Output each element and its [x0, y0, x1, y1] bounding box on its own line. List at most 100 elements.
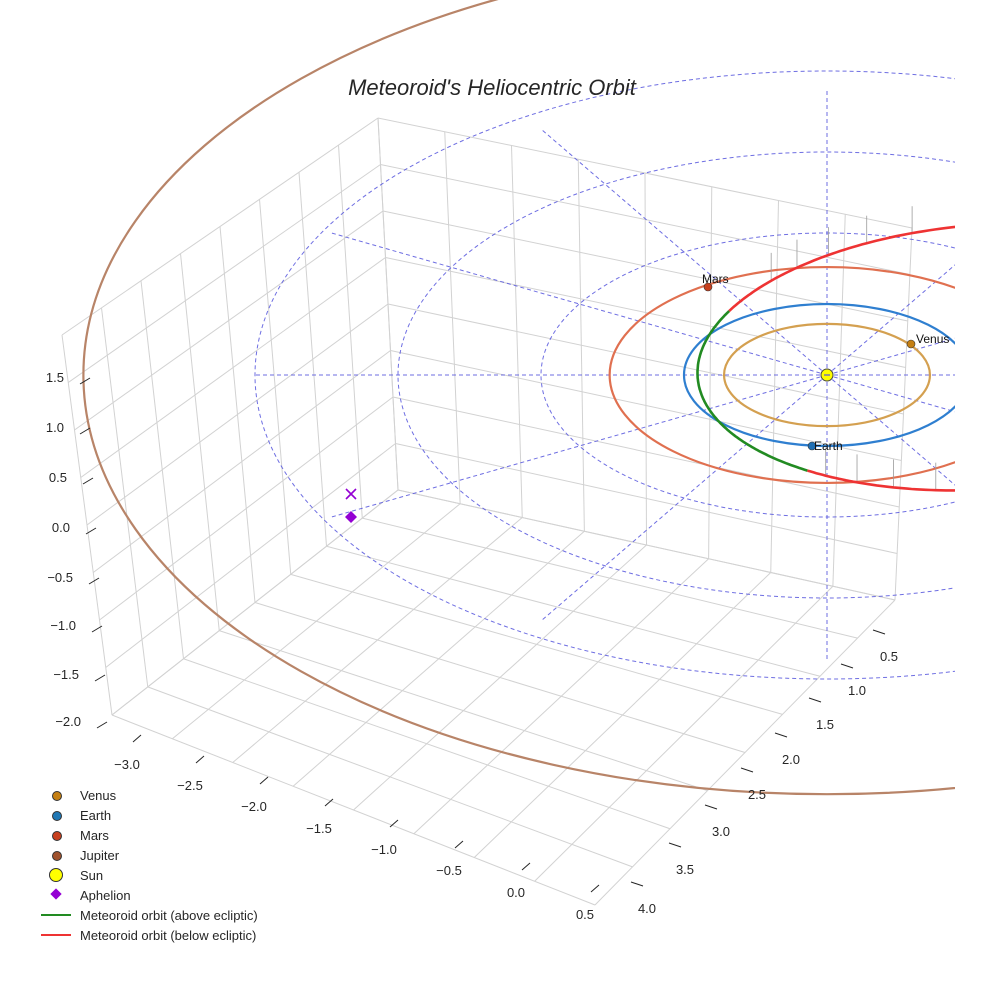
legend-diamond-icon — [38, 885, 78, 905]
back-wall-hline — [390, 350, 902, 461]
polar-spoke — [331, 374, 828, 518]
floor-line-y — [111, 489, 399, 716]
z-tick-label: 1.0 — [46, 420, 64, 435]
legend-label: Earth — [80, 807, 112, 823]
z-tick-mark — [82, 477, 94, 485]
z-tick-label: 1.5 — [46, 370, 64, 385]
polar-spoke — [331, 232, 828, 376]
legend-dot-icon — [38, 805, 78, 825]
polar-spoke — [826, 374, 955, 486]
legend-label: Aphelion — [80, 887, 131, 903]
meteoroid-orbit-below — [728, 225, 955, 313]
x-tick-mark — [389, 819, 399, 828]
markers: Venus Earth Mars — [345, 272, 949, 523]
y-tick-mark — [774, 732, 788, 738]
x-tick-label: −1.0 — [371, 842, 397, 857]
left-wall-hline — [67, 164, 381, 383]
z-tick-label: −0.5 — [47, 570, 73, 585]
x-tick-mark — [590, 884, 600, 893]
earth-marker — [807, 441, 817, 451]
orbit-jupiter — [82, 0, 955, 796]
polar-spoke — [826, 374, 955, 413]
back-wall-hline — [385, 257, 906, 368]
axis-ticks: 1.5 1.0 0.5 0.0 −0.5 −1.0 −1.5 −2.0 −3.0 −2.5 −2.0… — [46, 370, 898, 922]
x-tick-mark — [521, 862, 531, 871]
y-tick-label: 3.5 — [676, 862, 694, 877]
legend-entry: Earth — [38, 805, 258, 825]
meteoroid-orbit-below — [807, 469, 955, 492]
mars-marker — [703, 282, 713, 292]
venus-marker — [906, 339, 916, 349]
meteoroid-orbit — [696, 206, 955, 492]
polar-spoke — [826, 337, 955, 376]
x-tick-mark — [259, 776, 269, 785]
z-tick-mark — [88, 577, 100, 585]
legend-sun-icon — [38, 865, 78, 885]
z-tick-label: −2.0 — [55, 714, 81, 729]
meteoroid-orbit-above — [696, 310, 808, 472]
y-tick-label: 1.5 — [816, 717, 834, 732]
z-tick-mark — [79, 377, 91, 385]
y-tick-mark — [668, 842, 682, 848]
y-tick-mark — [740, 767, 754, 773]
x-tick-label: −2.0 — [241, 799, 267, 814]
back-wall-hline — [395, 443, 898, 554]
y-tick-mark — [872, 629, 886, 635]
left-wall-hline — [99, 396, 394, 621]
legend-line-icon — [38, 925, 78, 945]
legend-entry: Aphelion — [38, 885, 258, 905]
back-wall-hline — [387, 303, 904, 415]
legend-dot-icon — [38, 785, 78, 805]
x-tick-mark — [132, 734, 142, 743]
chart-title: Meteoroid's Heliocentric Orbit — [348, 75, 637, 100]
aphelion-marker — [345, 511, 357, 523]
left-wall-hline — [86, 303, 389, 526]
earth-label: Earth — [814, 439, 843, 453]
polar-ring — [254, 70, 955, 680]
legend-label: Sun — [80, 867, 104, 883]
legend-label: Mars — [80, 827, 109, 843]
x-tick-mark — [195, 755, 205, 764]
left-wall-hline — [61, 117, 379, 336]
polar-spoke — [826, 264, 955, 376]
legend-label: Jupiter — [80, 847, 120, 863]
x-tick-mark — [324, 798, 334, 807]
y-tick-label: 4.0 — [638, 901, 656, 916]
floor-line-y — [413, 558, 709, 835]
legend-dot-icon — [38, 825, 78, 845]
y-tick-label: 1.0 — [848, 683, 866, 698]
planet-orbits — [82, 0, 955, 796]
legend: Venus Earth Mars Jupiter Sun Aphelion Meteoroi… — [38, 785, 258, 945]
legend-entry: Jupiter — [38, 845, 258, 865]
legend-label: Venus — [80, 787, 117, 803]
legend-entry: Mars — [38, 825, 258, 845]
floor-line-y — [292, 530, 585, 787]
left-wall-hline — [92, 350, 391, 573]
floor-line-y — [473, 572, 772, 858]
y-tick-mark — [704, 804, 718, 810]
x-tick-label: 0.5 — [576, 907, 594, 922]
x-tick-label: −3.0 — [114, 757, 140, 772]
y-tick-mark — [630, 881, 644, 887]
legend-label: Meteoroid orbit (above ecliptic) — [80, 907, 258, 923]
floor-line-y — [534, 585, 834, 882]
z-tick-label: 0.0 — [52, 520, 70, 535]
legend-line-icon — [38, 905, 78, 925]
x-tick-label: −1.5 — [306, 821, 332, 836]
y-tick-label: 3.0 — [712, 824, 730, 839]
z-tick-mark — [94, 674, 106, 682]
legend-entry: Meteoroid orbit (below ecliptic) — [38, 925, 258, 945]
z-tick-label: −1.5 — [53, 667, 79, 682]
axes-grid — [61, 117, 913, 906]
y-tick-mark — [840, 663, 854, 669]
ecliptic-polar-grid — [254, 70, 955, 680]
y-tick-label: 0.5 — [880, 649, 898, 664]
floor-line-y — [353, 544, 647, 811]
legend-entry: Venus — [38, 785, 258, 805]
legend-entry: Meteoroid orbit (above ecliptic) — [38, 905, 258, 925]
x-tick-label: −0.5 — [436, 863, 462, 878]
x-tick-label: −2.5 — [177, 778, 203, 793]
back-wall-hline — [377, 117, 913, 229]
y-tick-label: 2.0 — [782, 752, 800, 767]
